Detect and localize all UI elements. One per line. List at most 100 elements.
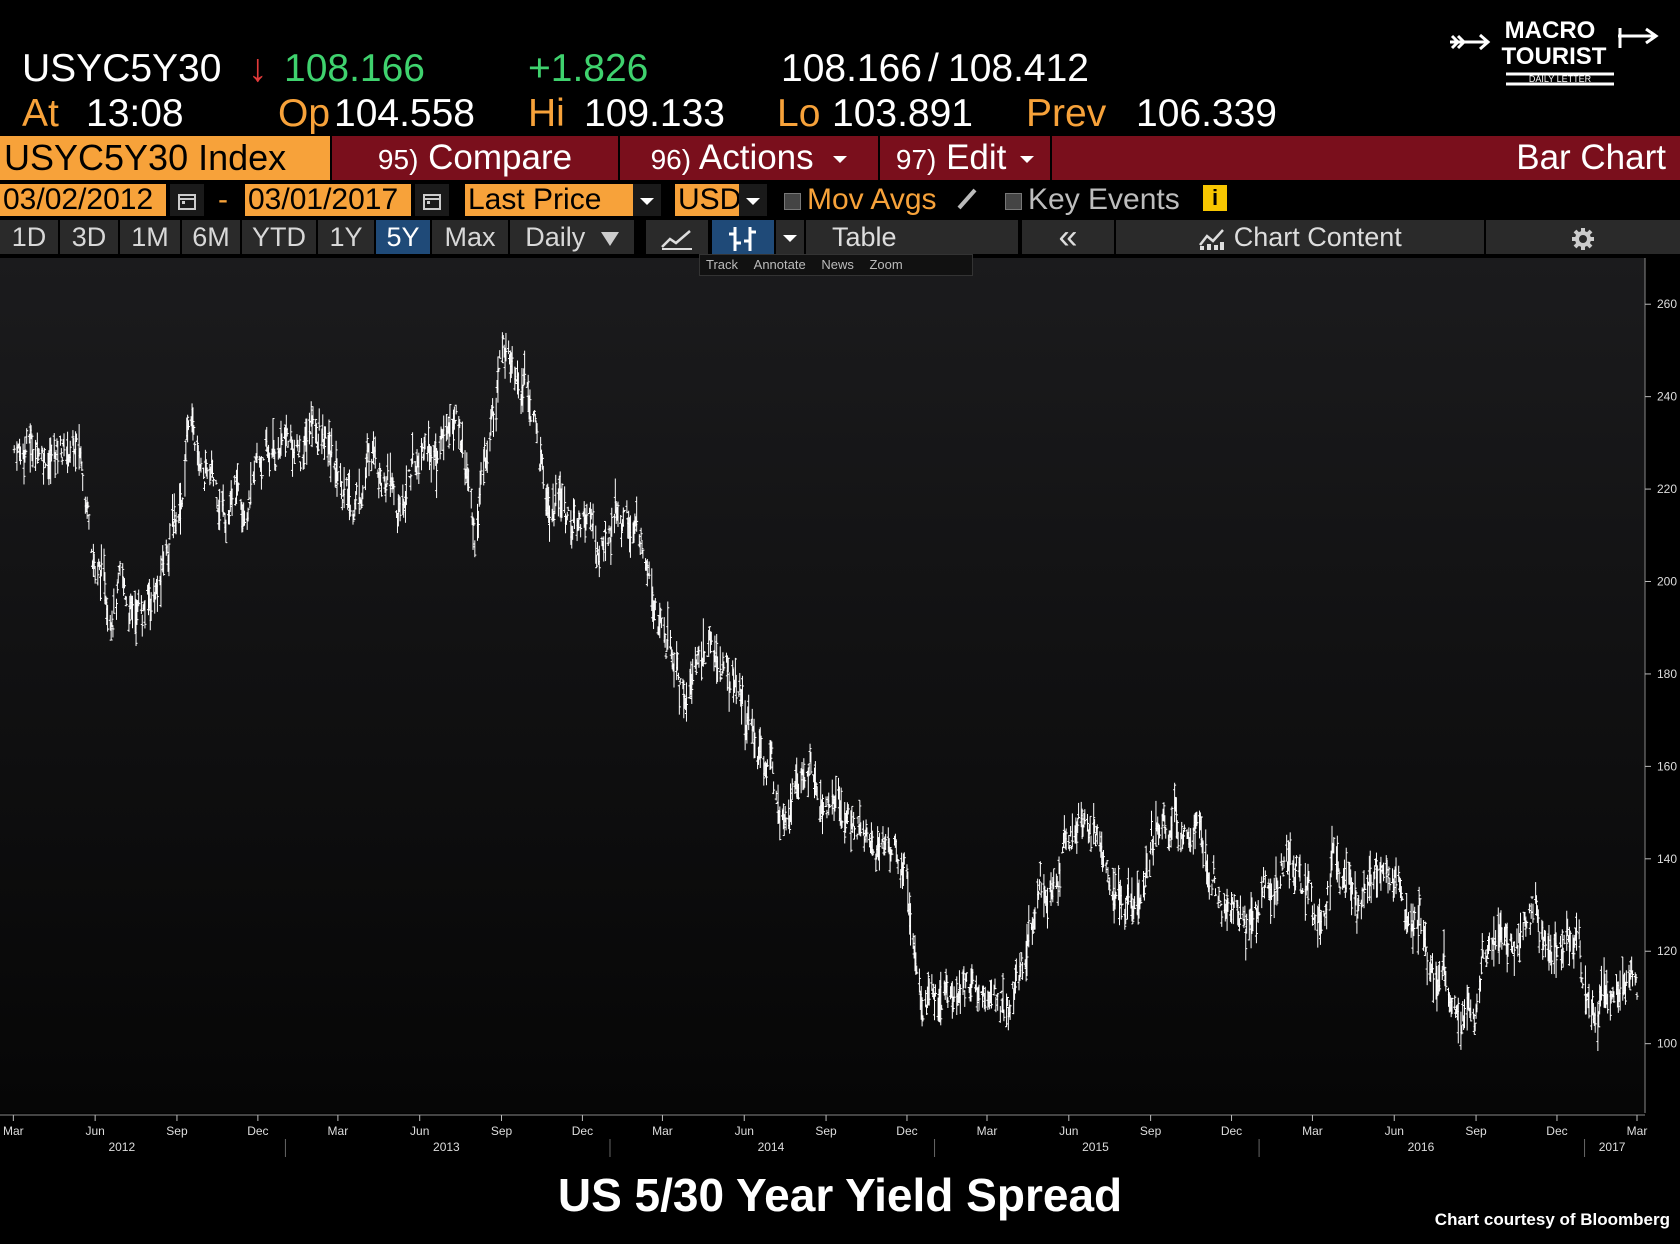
- collapse-button[interactable]: «: [1022, 220, 1116, 254]
- x-year-label: 2017: [1599, 1140, 1626, 1154]
- chevron-down-icon: [1020, 156, 1035, 164]
- period-1y[interactable]: 1Y: [318, 220, 376, 254]
- x-tick-label: Mar: [1627, 1124, 1648, 1138]
- actions-number: 96): [650, 144, 692, 175]
- currency-dropdown-button[interactable]: [739, 184, 767, 216]
- y-tick-label: 220: [1657, 482, 1677, 496]
- key-events-toggle[interactable]: Key Events: [1005, 184, 1180, 216]
- at-time: 13:08: [86, 92, 184, 135]
- bar-chart-button[interactable]: [712, 220, 776, 254]
- x-tick-label: Mar: [977, 1124, 998, 1138]
- ask-price: 108.412: [948, 47, 1089, 90]
- open-label: Op: [278, 92, 331, 135]
- x-year-label: 2013: [433, 1140, 460, 1154]
- period-5y[interactable]: 5Y: [376, 220, 432, 254]
- x-year-label: 2012: [108, 1140, 135, 1154]
- x-tick-label: Jun: [1385, 1124, 1404, 1138]
- chart-content-button[interactable]: Chart Content: [1116, 220, 1486, 254]
- period-1d[interactable]: 1D: [0, 220, 60, 254]
- chart-content-label: Chart Content: [1233, 222, 1402, 252]
- chart-type-label: Bar Chart: [1050, 136, 1680, 180]
- period-ytd[interactable]: YTD: [242, 220, 318, 254]
- x-tick-label: Dec: [572, 1124, 593, 1138]
- field-select[interactable]: Last Price: [465, 184, 633, 216]
- compare-number: 95): [377, 144, 419, 175]
- key-events-label: Key Events: [1028, 183, 1180, 216]
- logo-line-1: MACRO: [1505, 17, 1596, 44]
- price-chart[interactable]: 100 120 140 160 180 200 220 240 260 Mar Jun Sep Dec M…: [0, 258, 1680, 1158]
- open-value: 104.558: [334, 92, 475, 135]
- end-date-input[interactable]: 03/01/2017: [245, 184, 411, 216]
- x-tick-label: Dec: [1221, 1124, 1242, 1138]
- x-tick-label: Dec: [896, 1124, 917, 1138]
- high-label: Hi: [528, 92, 565, 135]
- line-chart-button[interactable]: [646, 220, 710, 254]
- info-icon[interactable]: i: [1203, 185, 1227, 211]
- y-tick-label: 140: [1657, 852, 1677, 866]
- edit-button[interactable]: 97) Edit: [878, 136, 1050, 180]
- period-3d[interactable]: 3D: [60, 220, 120, 254]
- bid-ask-separator: /: [928, 47, 939, 90]
- x-year-label: 2016: [1408, 1140, 1435, 1154]
- settings-button[interactable]: [1486, 220, 1680, 254]
- net-change: +1.826: [528, 47, 649, 90]
- low-value: 103.891: [832, 92, 973, 135]
- zoom-tool[interactable]: Zoom: [869, 257, 903, 272]
- annotate-tool[interactable]: Annotate: [753, 257, 806, 272]
- x-tick-label: Sep: [1465, 1124, 1487, 1138]
- y-tick-label: 200: [1657, 575, 1677, 589]
- chevron-down-icon: [833, 156, 848, 164]
- chart-mini-toolbar: Track Annotate News Zoom: [699, 254, 973, 276]
- logo-line-2: TOURIST: [1502, 43, 1607, 70]
- table-button[interactable]: Table: [806, 220, 1020, 254]
- x-tick-label: Dec: [1546, 1124, 1567, 1138]
- period-max[interactable]: Max: [432, 220, 510, 254]
- frequency-select[interactable]: Daily: [510, 220, 636, 254]
- calendar-icon[interactable]: [170, 184, 204, 216]
- x-tick-label: Mar: [652, 1124, 673, 1138]
- edit-label: Edit: [946, 138, 1007, 177]
- logo-line-3: DAILY LETTER: [1529, 74, 1592, 84]
- triangle-down-icon: [600, 231, 619, 246]
- chevron-down-icon: [783, 235, 797, 243]
- x-tick-label: Mar: [3, 1124, 24, 1138]
- track-tool[interactable]: Track: [706, 257, 739, 272]
- x-tick-label: Sep: [491, 1124, 513, 1138]
- info-glyph: i: [1211, 185, 1219, 210]
- x-tick-label: Sep: [1140, 1124, 1162, 1138]
- date-range-dash: -: [218, 183, 228, 216]
- high-value: 109.133: [584, 92, 725, 135]
- y-tick-label: 180: [1657, 667, 1677, 681]
- macro-tourist-logo: MACRO TOURIST DAILY LETTER: [1450, 8, 1660, 88]
- compare-label: Compare: [428, 138, 573, 177]
- prev-label: Prev: [1026, 92, 1107, 135]
- field-dropdown-button[interactable]: [633, 184, 661, 216]
- mov-avgs-toggle[interactable]: Mov Avgs: [784, 184, 937, 216]
- security-field[interactable]: USYC5Y30 Index: [0, 136, 330, 180]
- checkbox-icon: [1005, 192, 1022, 210]
- calendar-icon[interactable]: [415, 184, 449, 216]
- x-tick-label: Mar: [328, 1124, 349, 1138]
- currency-select[interactable]: USD: [675, 184, 741, 216]
- x-tick-label: Jun: [1059, 1124, 1078, 1138]
- x-tick-label: Jun: [735, 1124, 754, 1138]
- start-date-input[interactable]: 03/02/2012: [0, 184, 166, 216]
- prev-value: 106.339: [1136, 92, 1277, 135]
- news-tool[interactable]: News: [821, 257, 854, 272]
- at-label: At: [22, 92, 59, 135]
- actions-button[interactable]: 96) Actions: [618, 136, 878, 180]
- down-arrow-icon: ↓: [248, 47, 268, 90]
- chart-style-dropdown[interactable]: [776, 220, 806, 254]
- ticker: USYC5Y30: [22, 47, 222, 90]
- compare-button[interactable]: 95) Compare: [330, 136, 618, 180]
- mov-avgs-label: Mov Avgs: [807, 183, 937, 216]
- pencil-icon[interactable]: [955, 186, 979, 217]
- actions-label: Actions: [698, 138, 814, 177]
- checkbox-icon: [784, 192, 801, 210]
- ohlc-bar-icon: [729, 226, 756, 251]
- period-6m[interactable]: 6M: [182, 220, 242, 254]
- y-tick-label: 160: [1657, 759, 1677, 773]
- low-label: Lo: [777, 92, 821, 135]
- x-tick-label: Mar: [1302, 1124, 1323, 1138]
- period-1m[interactable]: 1M: [120, 220, 182, 254]
